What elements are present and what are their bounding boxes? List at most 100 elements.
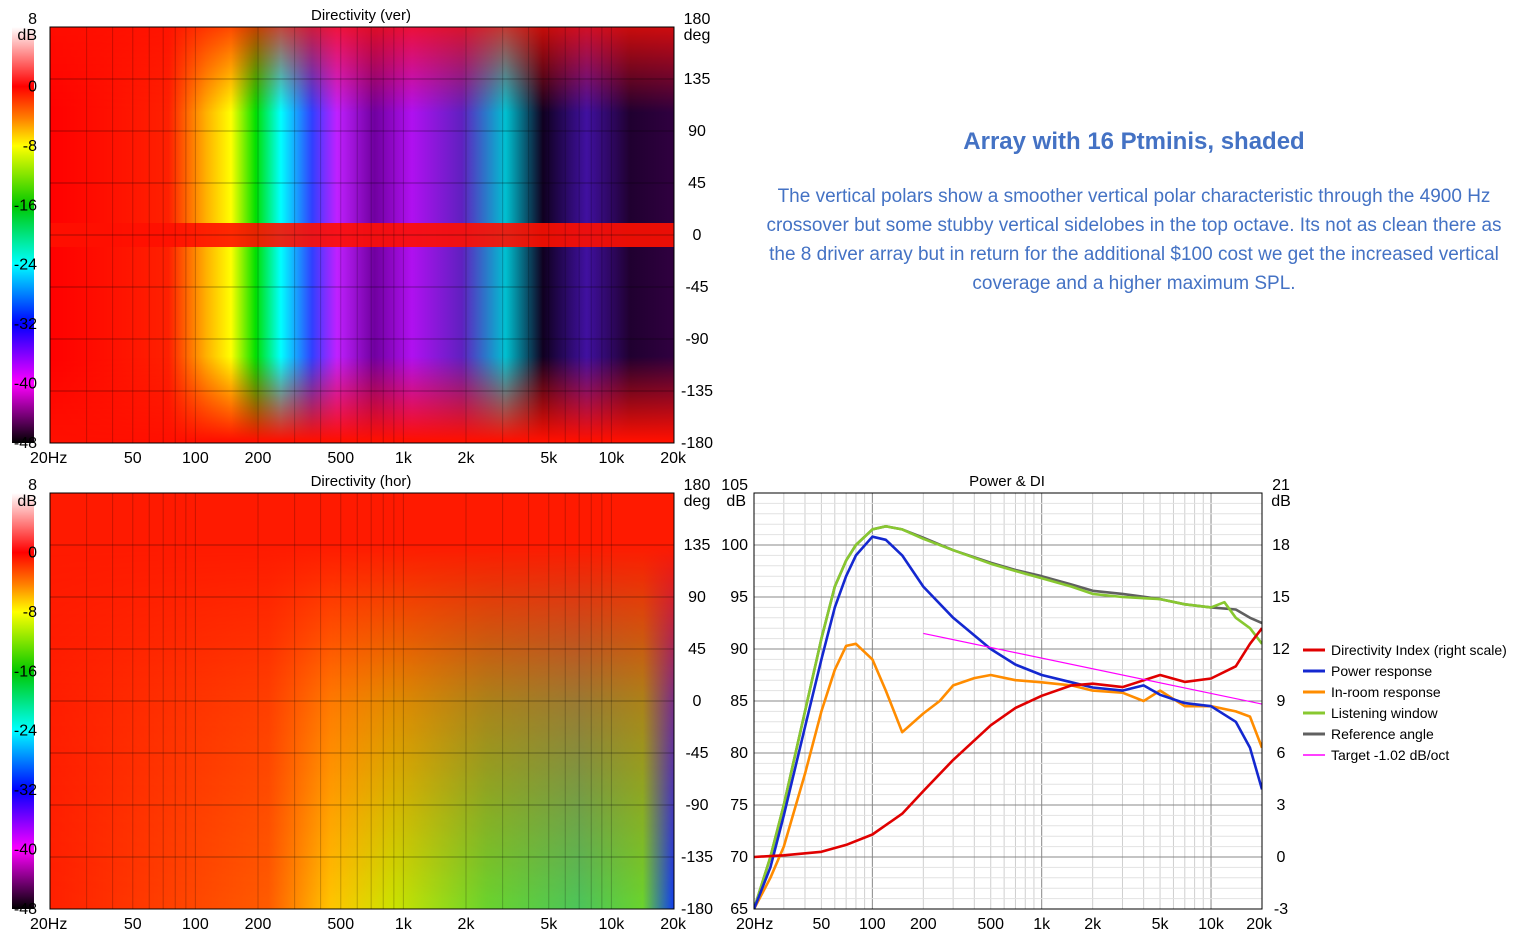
x-tick-label: 100 — [182, 450, 209, 467]
y2-tick-label: 6 — [1277, 745, 1286, 762]
x-tick-label: 20Hz — [30, 916, 67, 933]
y-tick-label: 65 — [730, 901, 748, 918]
y-unit-label: deg — [684, 27, 711, 44]
y-tick-label: 90 — [730, 641, 748, 658]
legend-label: Reference angle — [1331, 726, 1434, 742]
scale-tick-label: -24 — [14, 257, 37, 274]
y-tick-label: 85 — [730, 693, 748, 710]
note-body: The vertical polars show a smoother vert… — [760, 182, 1508, 298]
y-tick-label: 90 — [688, 589, 706, 606]
scale-tick-label: -16 — [14, 197, 37, 214]
y-tick-label: 180 — [684, 11, 711, 28]
legend-label: Listening window — [1331, 705, 1439, 721]
x-tick-label: 5k — [1152, 916, 1170, 933]
chart-title: Directivity (hor) — [311, 473, 412, 490]
y-unit-label: deg — [684, 493, 711, 510]
x-tick-label: 500 — [327, 916, 354, 933]
x-tick-label: 50 — [124, 916, 142, 933]
y-tick-label: -90 — [685, 797, 708, 814]
y-tick-label: 100 — [721, 537, 748, 554]
x-axis-ticks: 20Hz 50 100 200 500 1k 2k 5k 10k 20k — [736, 916, 1273, 933]
x-tick-label: 10k — [598, 450, 625, 467]
y-tick-label: -180 — [681, 435, 713, 452]
x-tick-label: 20k — [1246, 916, 1273, 933]
y-axis-ticks: 180 135 90 45 0 -45 -90 -135 -180 deg — [681, 477, 713, 918]
y2-tick-label: 18 — [1272, 537, 1290, 554]
y-tick-label: -180 — [681, 901, 713, 918]
scale-tick-label: -40 — [14, 376, 37, 393]
note-title: Array with 16 Ptminis, shaded — [760, 128, 1508, 156]
y-tick-label: 90 — [688, 123, 706, 140]
y-tick-label: 180 — [684, 477, 711, 494]
scale-unit-label: dB — [17, 27, 37, 44]
x-tick-label: 500 — [327, 450, 354, 467]
x-tick-label: 200 — [245, 916, 272, 933]
y2-tick-label: -3 — [1274, 901, 1288, 918]
x-tick-label: 10k — [598, 916, 625, 933]
y-tick-label: 0 — [693, 693, 702, 710]
scale-tick-label: 0 — [28, 544, 37, 561]
legend-label: Directivity Index (right scale) — [1331, 642, 1507, 658]
y-tick-label: 135 — [684, 71, 711, 88]
y-tick-label: 45 — [688, 641, 706, 658]
x-tick-label: 10k — [1198, 916, 1225, 933]
directivity-hor-chart: Directivity (hor) 80-8-16-24-32-40-48dB … — [12, 473, 713, 933]
scale-tick-label: -40 — [14, 842, 37, 859]
x-tick-label: 1k — [395, 450, 413, 467]
x-tick-label: 2k — [458, 916, 476, 933]
y-axis-ticks: 180 135 90 45 0 -45 -90 -135 -180 deg — [681, 11, 713, 452]
x-tick-label: 5k — [540, 450, 558, 467]
legend-label: Target -1.02 dB/oct — [1331, 747, 1449, 763]
y2-tick-label: 15 — [1272, 589, 1290, 606]
scale-tick-label: -8 — [23, 138, 37, 155]
y-tick-label: 95 — [730, 589, 748, 606]
x-tick-label: 1k — [395, 916, 413, 933]
x-tick-label: 2k — [1084, 916, 1102, 933]
y-tick-label: -135 — [681, 849, 713, 866]
x-tick-label: 20Hz — [736, 916, 773, 933]
y-tick-label: -45 — [685, 279, 708, 296]
x-tick-label: 100 — [182, 916, 209, 933]
scale-tick-label: 0 — [28, 78, 37, 95]
y2-tick-label: 12 — [1272, 641, 1290, 658]
legend-label: In-room response — [1331, 684, 1441, 700]
left-y-axis-ticks: 105 100 95 90 85 80 75 70 65 dB — [721, 477, 748, 918]
legend: Directivity Index (right scale) Power res… — [1303, 642, 1507, 763]
x-axis-ticks: 20Hz 50 100 200 500 1k 2k 5k 10k 20k — [30, 450, 687, 467]
y-tick-label: 75 — [730, 797, 748, 814]
y2-tick-label: 21 — [1272, 477, 1290, 494]
scale-tick-label: -32 — [14, 782, 37, 799]
annotation-note: Array with 16 Ptminis, shaded The vertic… — [760, 128, 1508, 298]
y-tick-label: 105 — [721, 477, 748, 494]
chart-title: Power & DI — [969, 473, 1045, 490]
y-tick-label: 70 — [730, 849, 748, 866]
x-tick-label: 20k — [660, 916, 687, 933]
scale-tick-label: 8 — [28, 477, 37, 494]
chart-title: Directivity (ver) — [311, 7, 411, 24]
scale-unit-label: dB — [17, 493, 37, 510]
legend-label: Power response — [1331, 663, 1432, 679]
y2-unit-label: dB — [1271, 493, 1291, 510]
x-tick-label: 2k — [458, 450, 476, 467]
x-axis-ticks: 20Hz 50 100 200 500 1k 2k 5k 10k 20k — [30, 916, 687, 933]
y-tick-label: -135 — [681, 383, 713, 400]
y-unit-label: dB — [726, 493, 746, 510]
y-tick-label: -45 — [685, 745, 708, 762]
x-tick-label: 50 — [812, 916, 830, 933]
directivity-ver-chart: Directivity (ver) 80-8-16-24-32-40-48dB … — [12, 7, 713, 467]
y2-tick-label: 9 — [1277, 693, 1286, 710]
x-tick-label: 200 — [245, 450, 272, 467]
y2-tick-label: 0 — [1277, 849, 1286, 866]
y2-tick-label: 3 — [1277, 797, 1286, 814]
x-tick-label: 50 — [124, 450, 142, 467]
right-y-axis-ticks: 21 18 15 12 9 6 3 0 -3 dB — [1271, 477, 1291, 918]
x-tick-label: 200 — [910, 916, 937, 933]
y-tick-label: 0 — [693, 227, 702, 244]
grid — [754, 493, 1262, 909]
scale-tick-label: -16 — [14, 663, 37, 680]
y-tick-label: -90 — [685, 331, 708, 348]
x-tick-label: 20k — [660, 450, 687, 467]
x-tick-label: 500 — [977, 916, 1004, 933]
scale-tick-label: -32 — [14, 316, 37, 333]
y-tick-label: 80 — [730, 745, 748, 762]
